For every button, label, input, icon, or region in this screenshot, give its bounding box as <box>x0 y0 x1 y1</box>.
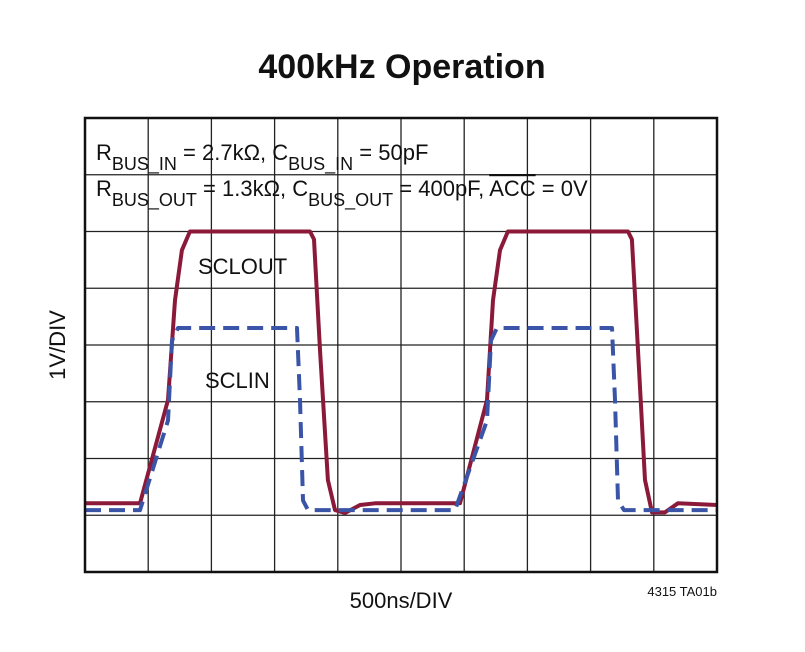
trace-line <box>85 326 717 513</box>
condition-part: R <box>96 176 112 201</box>
condition-text: RBUS_OUT = 1.3kΩ, CBUS_OUT = 400pF, ACC … <box>96 176 588 211</box>
condition-part: ACC <box>489 176 536 201</box>
condition-part: = 1.3kΩ, C <box>197 176 308 201</box>
condition-part: = 400pF, <box>393 176 489 201</box>
condition-part: BUS_OUT <box>112 190 197 211</box>
figure-note: 4315 TA01b <box>647 584 717 599</box>
condition-part: BUS_IN <box>112 154 177 175</box>
trace-label: SCLOUT <box>198 254 287 279</box>
condition-part: BUS_IN <box>288 154 353 175</box>
trace-label: SCLIN <box>205 368 270 393</box>
y-axis-label: 1V/DIV <box>45 310 70 380</box>
condition-part: BUS_OUT <box>308 190 393 211</box>
trace-line <box>85 229 718 515</box>
chart-title: 400kHz Operation <box>258 48 545 86</box>
condition-part: = 50pF <box>353 140 428 165</box>
condition-part: R <box>96 140 112 165</box>
condition-text: RBUS_IN = 2.7kΩ, CBUS_IN = 50pF <box>96 140 428 175</box>
condition-part: = 2.7kΩ, C <box>177 140 288 165</box>
plot-frame <box>83 116 719 574</box>
condition-part: = 0V <box>536 176 588 201</box>
x-axis-label: 500ns/DIV <box>350 588 453 613</box>
